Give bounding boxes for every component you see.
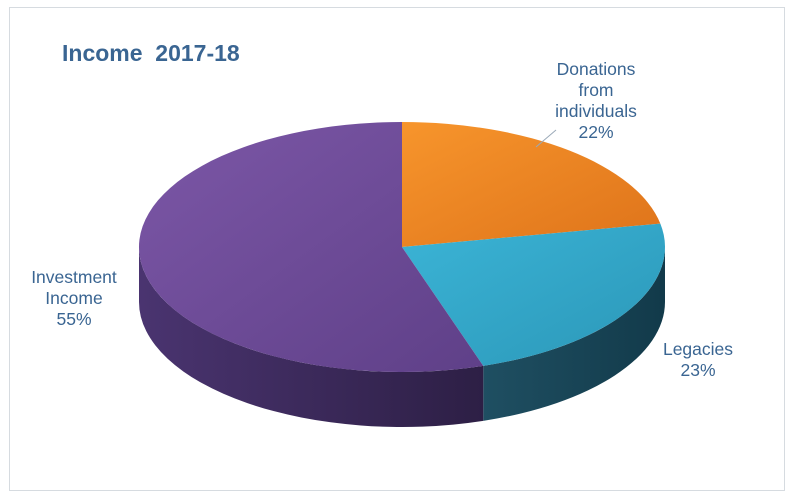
pie-slice-side [483,247,665,421]
pie-slice [138,122,484,372]
leader-line [535,129,557,148]
pie-slice [402,122,661,247]
data-label: Investment Income 55% [31,267,117,329]
chart-title: Income 2017-18 [62,40,240,66]
data-label: Donations from individuals 22% [555,59,637,142]
pie-slice-side [139,247,484,427]
pie-slice [402,223,665,366]
data-label: Legacies 23% [663,339,733,380]
